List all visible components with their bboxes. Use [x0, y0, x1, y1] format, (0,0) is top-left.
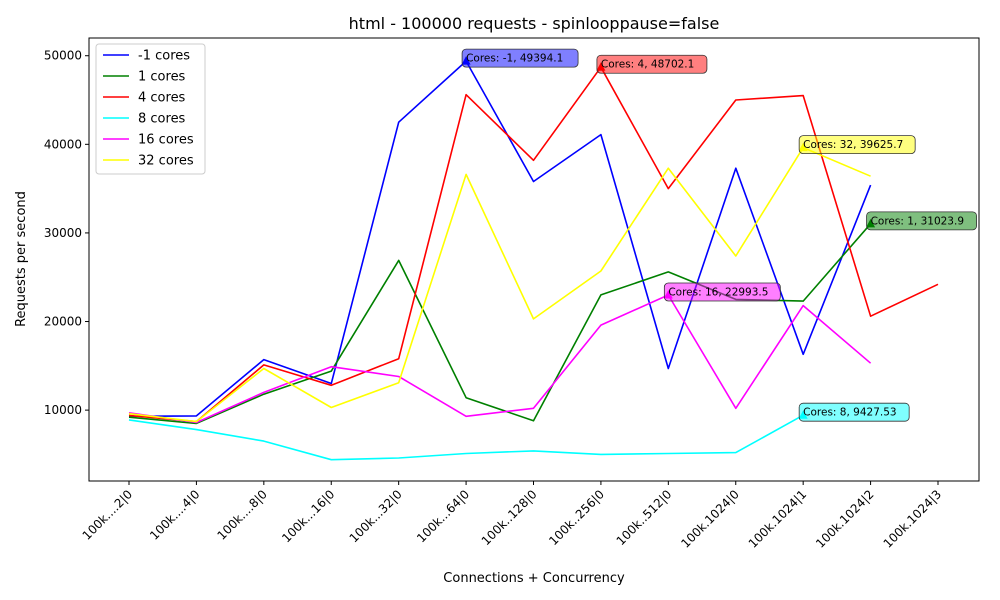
annotation-label: Cores: 16, 22993.5: [668, 286, 768, 298]
annotation-box: [461, 48, 579, 68]
series-line-2: [128, 66, 939, 423]
plot-area: [128, 60, 939, 461]
annotation-box: [663, 282, 781, 302]
legend-entry: -1 cores: [138, 49, 190, 64]
x-tick-label: 100k.1024|0: [678, 487, 742, 551]
annotation-box: [798, 135, 916, 155]
legend: -1 cores 1 cores 4 cores 8 cores 16 cores 32 …: [95, 43, 206, 175]
annotation-label: Cores: 4, 48702.1: [601, 59, 694, 71]
legend-entry: 8 cores: [138, 112, 186, 127]
x-tick-label: 100k....8|0: [214, 487, 269, 542]
chart-title: html - 100000 requests - spinlooppause=f…: [349, 14, 720, 33]
annotation-label: Cores: -1, 49394.1: [466, 53, 563, 65]
y-tick-label: 50000: [44, 49, 82, 63]
y-axis-label: Requests per second: [14, 191, 29, 327]
y-tick-label: 20000: [44, 315, 82, 329]
x-axis-label: Connections + Concurrency: [443, 571, 625, 586]
annotation-label: Cores: 1, 31023.9: [871, 215, 964, 227]
annotation-box: [866, 211, 977, 231]
x-tick-label: 100k....4|0: [147, 487, 202, 542]
annotation-box: [798, 402, 910, 422]
x-tick-label: 100k...32|0: [347, 487, 405, 545]
y-tick-label: 40000: [44, 137, 82, 151]
x-tick-label: 100k..256|0: [546, 487, 607, 548]
x-tick-label: 100k...16|0: [279, 487, 337, 545]
x-tick-label: 100k..512|0: [614, 487, 675, 548]
legend-entry: 16 cores: [138, 133, 194, 148]
series-line-0: [128, 60, 872, 418]
annotation-label: Cores: 8, 9427.53: [803, 407, 896, 419]
annotation-label: Cores: 32, 39625.7: [803, 139, 903, 151]
legend-entry: 1 cores: [138, 70, 186, 85]
y-tick-label: 30000: [44, 226, 82, 240]
x-tick-label: 100k....2|0: [80, 487, 135, 542]
legend-entry: 4 cores: [138, 91, 186, 106]
y-tick-label: 10000: [44, 403, 82, 417]
annotations: Cores: -1, 49394.1 Cores: 4, 48702.1 Cores…: [461, 48, 977, 422]
x-tick-label: 100k..128|0: [479, 487, 540, 548]
series-line-5: [128, 146, 871, 423]
series-line-3: [128, 414, 804, 461]
legend-entry: 32 cores: [138, 154, 194, 169]
x-tick-label: 100k.1024|3: [881, 487, 945, 551]
series-line-1: [128, 223, 872, 425]
x-tick-label: 100k.1024|1: [746, 487, 810, 551]
annotation-box: [596, 54, 708, 74]
x-tick-label: 100k.1024|2: [813, 487, 877, 551]
x-tick-label: 100k...64|0: [414, 487, 472, 545]
series-line-4: [128, 294, 872, 424]
